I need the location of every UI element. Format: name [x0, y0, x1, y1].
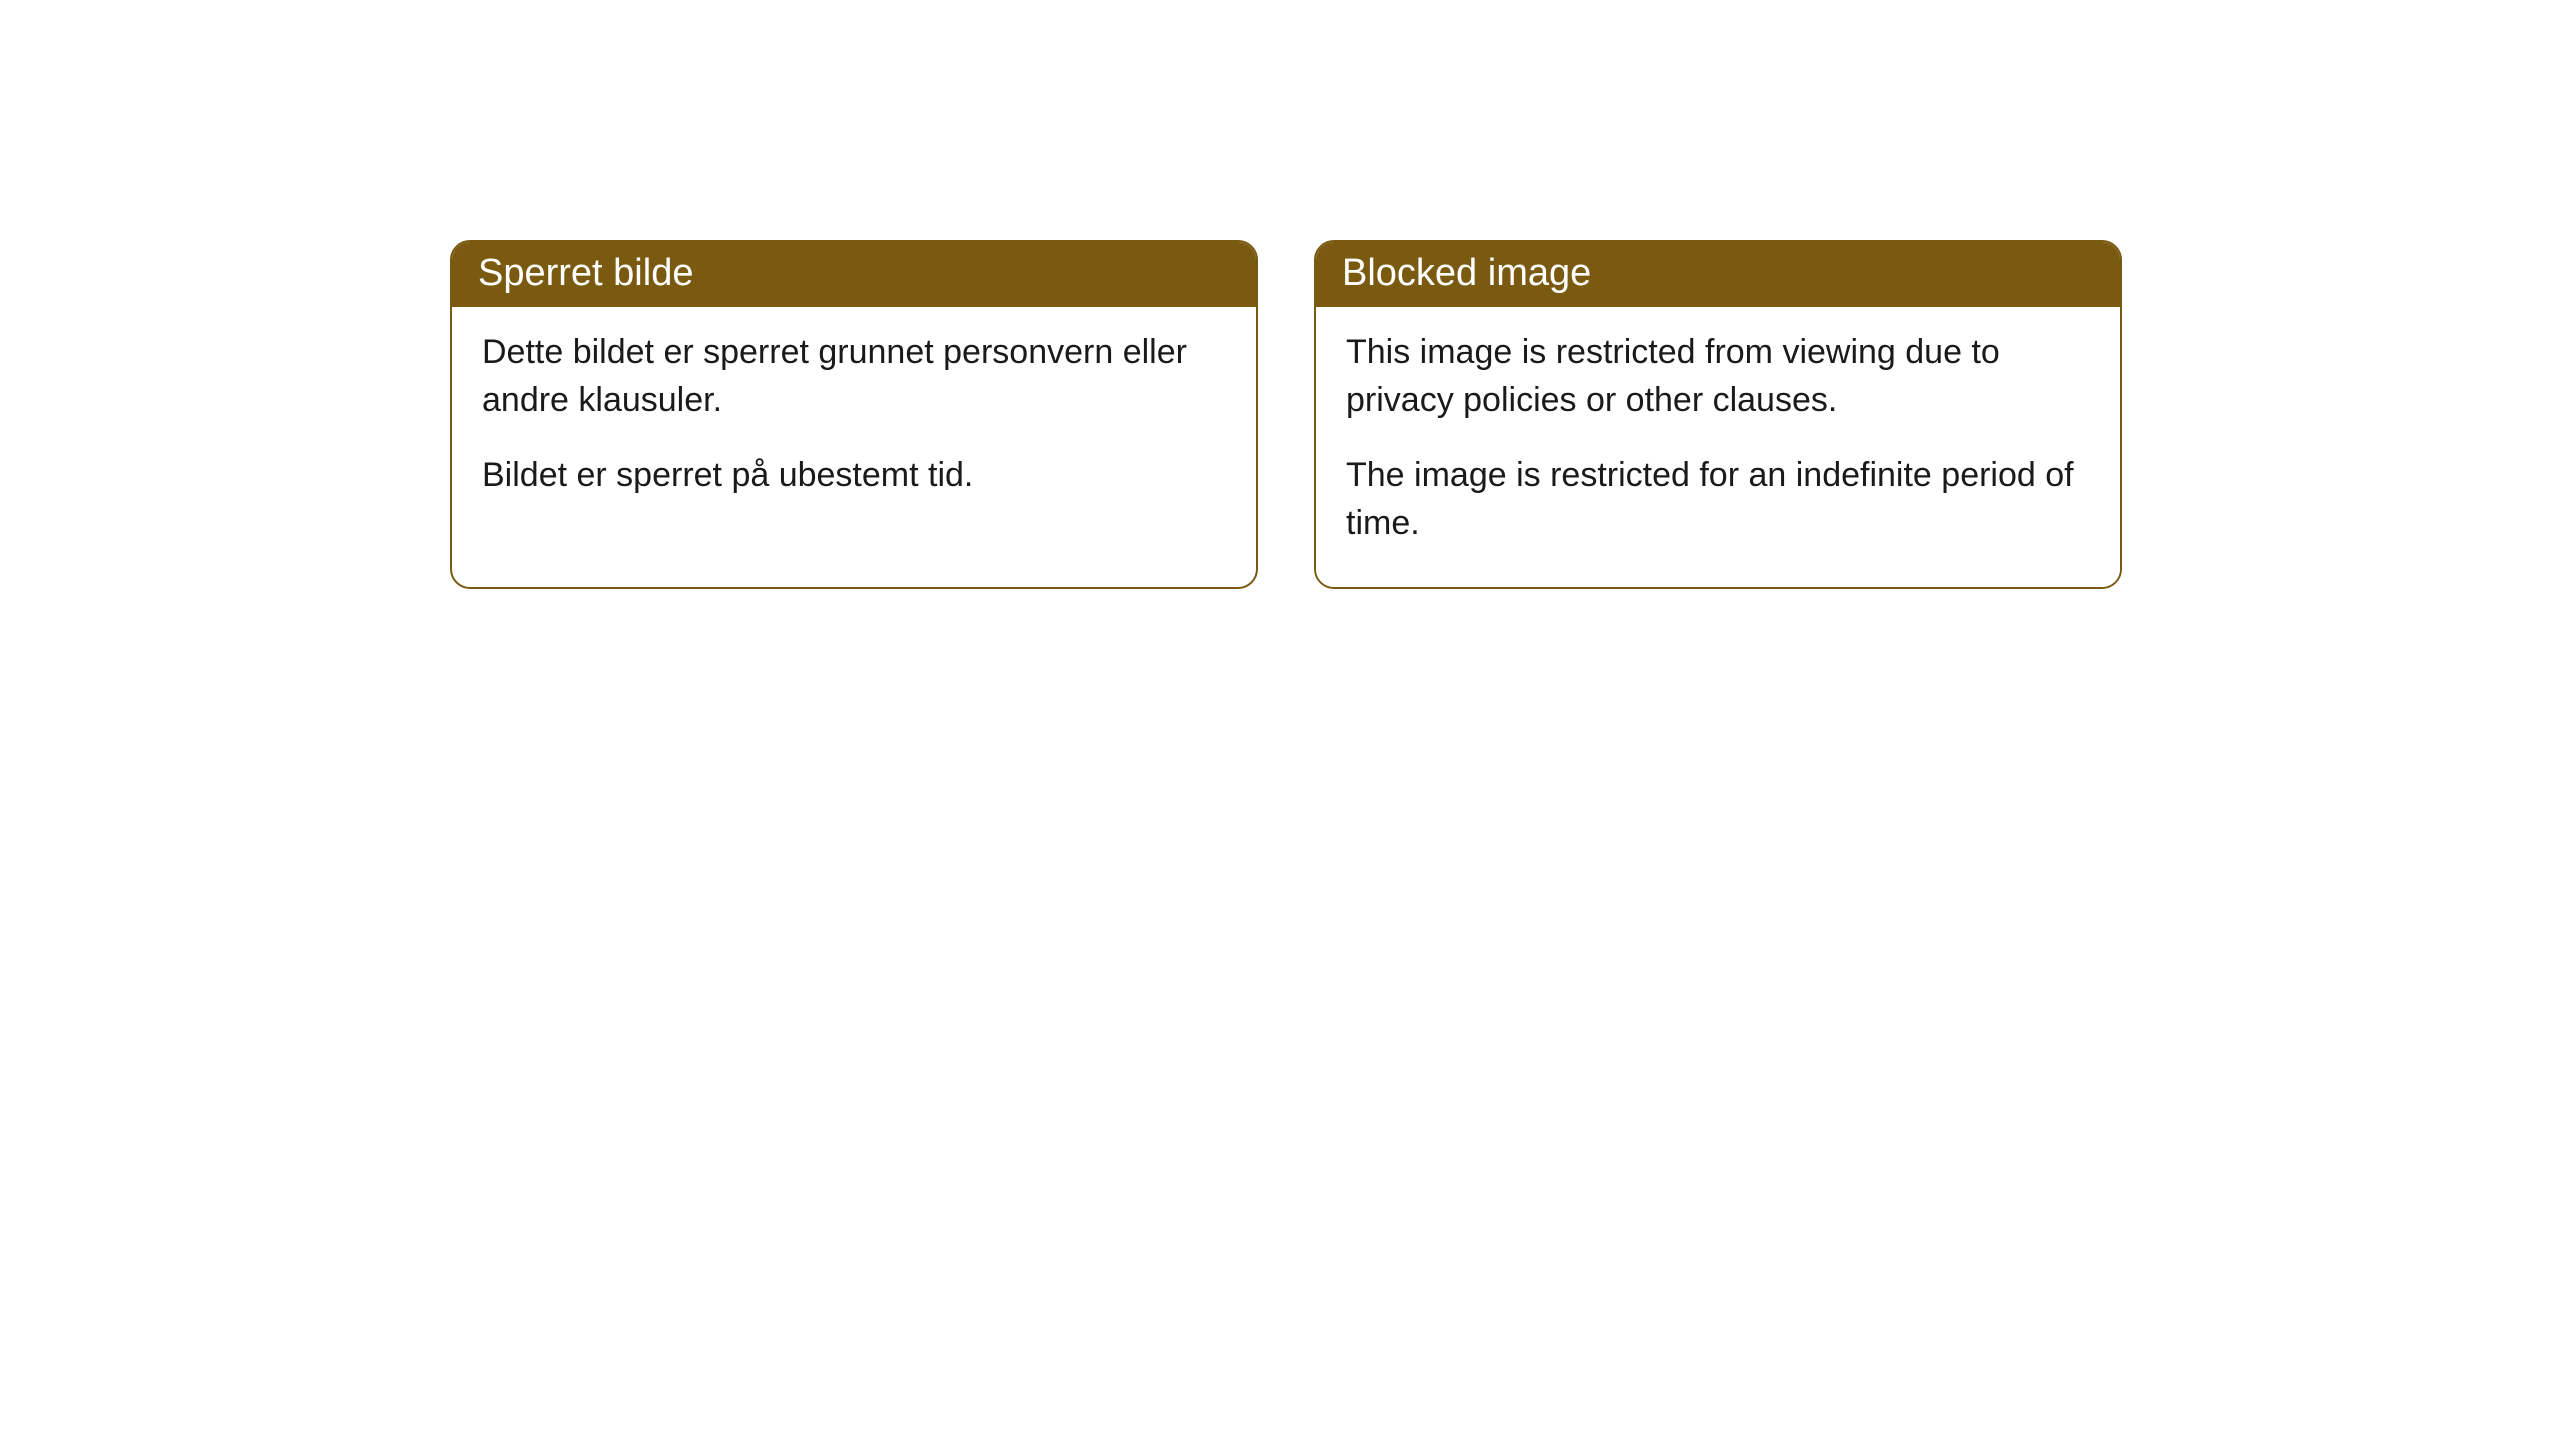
notice-card-norwegian: Sperret bilde Dette bildet er sperret gr… [450, 240, 1258, 589]
card-header-norwegian: Sperret bilde [452, 242, 1256, 307]
card-paragraph-2: Bildet er sperret på ubestemt tid. [482, 452, 1226, 500]
card-header-english: Blocked image [1316, 242, 2120, 307]
card-paragraph-1: Dette bildet er sperret grunnet personve… [482, 329, 1226, 424]
card-paragraph-1: This image is restricted from viewing du… [1346, 329, 2090, 424]
card-paragraph-2: The image is restricted for an indefinit… [1346, 452, 2090, 547]
card-body-norwegian: Dette bildet er sperret grunnet personve… [452, 307, 1256, 540]
notice-card-english: Blocked image This image is restricted f… [1314, 240, 2122, 589]
card-body-english: This image is restricted from viewing du… [1316, 307, 2120, 587]
notice-cards-container: Sperret bilde Dette bildet er sperret gr… [0, 0, 2560, 589]
